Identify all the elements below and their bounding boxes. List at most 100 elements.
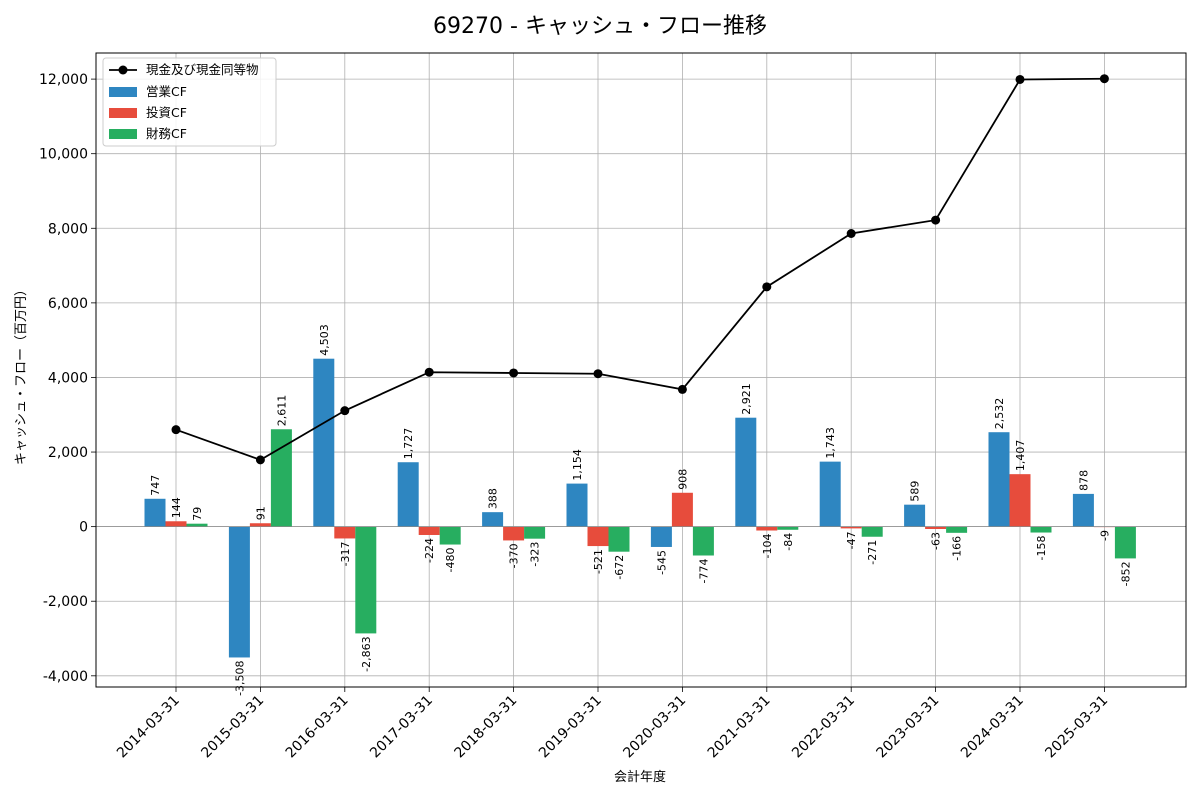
bar-財務CF [608,526,630,552]
x-tick-label: 2014-03-31 [114,693,183,762]
bar-value-label: 1,407 [1014,440,1027,472]
x-tick-label: 2015-03-31 [198,693,267,762]
cash-point [762,282,772,292]
x-tick-label: 2019-03-31 [536,693,605,762]
bar-投資CF [756,526,778,531]
bar-財務CF [270,429,292,527]
bar-value-label: -480 [444,548,457,573]
y-tick-label: 12,000 [39,72,88,88]
y-axis-label: キャッシュ・フロー（百万円） [14,283,29,465]
bar-財務CF [777,526,799,530]
bar-value-label: -104 [761,534,774,559]
legend-line-marker [118,65,128,75]
bar-value-label: 79 [191,507,204,521]
bar-value-label: -3,508 [233,660,246,695]
bar-value-label: -852 [1119,561,1132,586]
bar-value-label: 2,532 [993,398,1006,430]
bar-営業CF [144,498,166,527]
chart-title: 69270 - キャッシュ・フロー推移 [433,14,767,39]
y-tick-label: 6,000 [48,296,88,312]
cash-point [255,455,265,465]
bar-営業CF [482,512,504,527]
bar-value-label: 1,154 [571,449,584,481]
cash-point [1099,74,1109,84]
bar-営業CF [1072,493,1094,527]
bar-value-label: 2,921 [740,383,753,415]
bar-value-label: -2,863 [360,636,373,671]
bar-投資CF [925,526,947,529]
bar-営業CF [735,417,757,527]
bar-財務CF [1030,526,1052,533]
bar-投資CF [418,526,440,535]
bar-営業CF [988,432,1010,527]
y-tick-label: 2,000 [48,445,88,461]
bar-投資CF [671,492,693,527]
bar-投資CF [840,526,862,529]
cash-line [171,74,1109,465]
bar-value-label: -84 [782,533,795,551]
bar-value-label: -63 [930,532,943,550]
bar-value-label: -317 [339,541,352,566]
x-ticks: 2014-03-31 2015-03-31 2016-03-31 2017-03-31… [114,687,1111,761]
cash-point [593,369,603,379]
bar-営業CF [566,483,588,527]
bar-value-label: 589 [909,481,922,502]
plot-frame [95,52,1187,688]
bar-value-label: -545 [655,550,668,575]
x-tick-label: 2017-03-31 [367,693,436,762]
y-tick-label: 10,000 [39,147,88,163]
legend-swatch-財務CF [109,129,137,139]
y-ticks: -4,000 -2,000 0 2,000 4,000 6,000 8,000 10,000 1… [39,72,96,685]
bar-営業CF [313,358,335,527]
x-tick-label: 2016-03-31 [283,693,352,762]
bar-営業CF [904,504,926,527]
x-tick-label: 2022-03-31 [789,693,858,762]
bar-value-label: -521 [592,549,605,574]
bar-value-label: -224 [423,538,436,563]
cash-point [424,367,434,377]
cash-line-path [175,77,1105,461]
x-tick-label: 2024-03-31 [958,693,1027,762]
cash-point [1015,74,1025,84]
bar-value-label: -370 [508,543,521,568]
legend-swatch-営業CF [109,87,137,97]
x-axis-label: 会計年度 [614,769,666,785]
y-tick-label: -2,000 [43,594,88,610]
y-tick-label: 8,000 [48,221,88,237]
x-tick-label: 2023-03-31 [874,693,943,762]
legend-label-財務CF: 財務CF [146,126,187,141]
legend-label-営業CF: 営業CF [146,84,187,99]
bar-財務CF [524,526,546,539]
bar-財務CF [1114,526,1136,559]
y-tick-label: -4,000 [43,669,88,685]
bar-投資CF [1009,474,1031,527]
x-tick-label: 2020-03-31 [620,693,689,762]
legend-swatch-投資CF [109,108,137,118]
bars [144,358,1136,658]
bar-value-label: 747 [149,475,162,496]
cash-point [931,215,941,225]
bar-財務CF [355,526,377,634]
x-tick-label: 2018-03-31 [452,693,521,762]
bar-value-label: -47 [845,531,858,549]
bar-value-label: -323 [529,542,542,567]
bar-営業CF [228,526,250,658]
bar-value-label: -158 [1035,536,1048,561]
x-tick-label: 2021-03-31 [705,693,774,762]
bar-財務CF [946,526,968,533]
bar-投資CF [334,526,356,539]
bar-投資CF [165,521,187,527]
bar-営業CF [397,462,419,527]
y-tick-label: 4,000 [48,370,88,386]
bar-value-label: -9 [1098,530,1111,541]
cash-point [509,368,519,378]
bar-営業CF [819,461,841,527]
grid [96,53,1186,687]
bar-value-label: 91 [254,506,267,520]
bar-value-label: -166 [951,536,964,561]
bar-財務CF [861,526,883,537]
cash-point [846,229,856,239]
bar-財務CF [439,526,461,545]
